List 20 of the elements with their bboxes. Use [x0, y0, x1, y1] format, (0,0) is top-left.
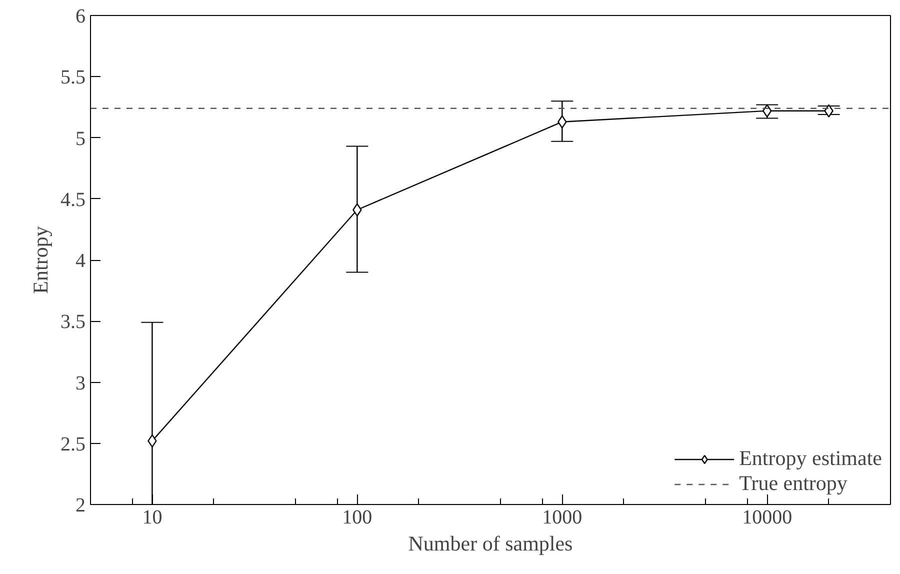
x-tick-label: 100: [342, 506, 372, 528]
y-tick-label: 3: [76, 372, 86, 394]
x-tick-label: 1000: [542, 506, 582, 528]
legend-label: True entropy: [739, 471, 848, 496]
point: [352, 203, 362, 216]
y-tick-label: 5.5: [60, 66, 86, 89]
x-tick-label: 10: [142, 506, 162, 528]
x-axis-title: Number of samples: [408, 532, 573, 556]
point: [558, 115, 567, 128]
legend-label: Entropy estimate: [739, 446, 882, 471]
y-tick-label: 3.5: [60, 311, 86, 334]
y-tick-label: 4.5: [60, 188, 86, 211]
y-tick-label: 6: [76, 6, 86, 28]
y-tick-label: 5: [76, 128, 86, 150]
y-tick-label: 2: [76, 494, 86, 516]
y-tick-label: 2.5: [60, 433, 86, 456]
y-tick-label: 4: [76, 250, 86, 272]
point: [762, 104, 772, 118]
y-axis-title: Entropy: [28, 226, 52, 294]
x-tick-label: 10000: [742, 506, 792, 528]
